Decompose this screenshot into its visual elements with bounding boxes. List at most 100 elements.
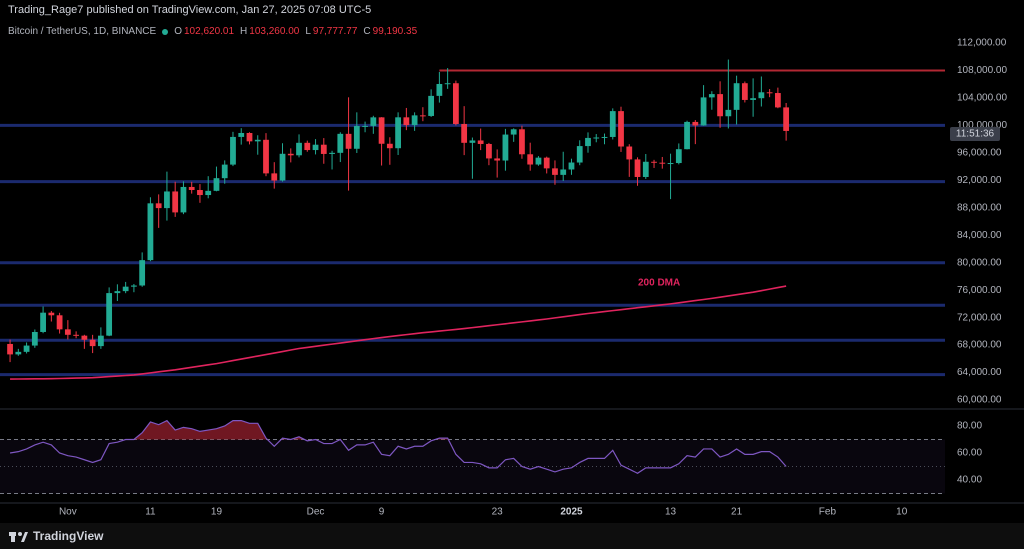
candle-body	[97, 335, 104, 347]
moving-average	[10, 285, 787, 380]
symbol-line: Bitcoin / TetherUS, 1D, BINANCE O 102,620…	[8, 26, 421, 37]
candle-body	[279, 153, 286, 181]
ohlc-value: 102,620.01	[183, 26, 235, 37]
candle-body	[585, 137, 591, 147]
candle-body	[122, 286, 129, 292]
y-tick-label: 88,000.00	[957, 202, 1002, 213]
candle-body	[386, 143, 393, 149]
candle-body	[31, 331, 38, 346]
brand: TradingView	[33, 529, 104, 543]
candle-body	[40, 312, 46, 332]
x-tick-label: Nov	[59, 507, 77, 518]
series-label: 200 DMA	[638, 278, 680, 289]
candle-body	[362, 125, 368, 127]
candle-body	[593, 137, 600, 139]
candle-body	[89, 339, 96, 347]
candle-body	[560, 169, 567, 175]
candle-body	[453, 83, 459, 125]
candle-body	[221, 164, 228, 179]
candle-body	[444, 83, 451, 85]
candle-body	[395, 117, 401, 149]
candle-body	[461, 124, 468, 143]
candle-body	[411, 115, 418, 126]
ohlc-legend: O 102,620.01 H 103,260.00 L 97,777.77 C 99,190.…	[174, 26, 421, 37]
candle-body	[164, 191, 170, 209]
candle-body	[717, 94, 723, 117]
candle-body	[618, 111, 624, 147]
y-tick-label: 72,000.00	[957, 312, 1002, 323]
y-tick-label: 96,000.00	[957, 147, 1002, 158]
candle-body	[510, 129, 517, 135]
candle-body	[304, 142, 311, 151]
candle-body	[230, 136, 236, 165]
candle-body	[568, 162, 575, 170]
candle-body	[147, 203, 154, 261]
candle-body	[684, 121, 690, 150]
y-tick-label: 80,000.00	[957, 257, 1002, 268]
candle-body	[56, 315, 63, 330]
candle-body	[287, 153, 294, 156]
candle-body	[651, 161, 657, 163]
y-tick-label: 84,000.00	[957, 230, 1002, 241]
candle-body	[73, 334, 80, 336]
candle-body	[213, 178, 220, 191]
candle-body	[81, 335, 88, 340]
candle-body	[502, 134, 509, 161]
rsi-tick-label: 60.00	[957, 448, 982, 459]
candle-body	[296, 142, 302, 156]
candle-body	[675, 149, 682, 164]
candle-body	[486, 143, 492, 159]
logo-mark	[18, 532, 22, 536]
candle-body	[345, 133, 352, 149]
candle-body	[7, 343, 13, 355]
candle-body	[659, 162, 666, 164]
candle-body	[601, 136, 608, 138]
candle-body	[114, 291, 121, 294]
ohlc-value: 99,190.35	[372, 26, 418, 37]
x-tick-label: 13	[665, 507, 677, 518]
candle-body	[700, 97, 707, 126]
logo-mark	[11, 536, 15, 542]
candle-body	[576, 146, 583, 163]
candle-body	[733, 83, 740, 110]
logo-mark	[21, 532, 28, 542]
x-tick-label: Dec	[307, 507, 325, 518]
candle-body	[172, 191, 179, 213]
symbol: Bitcoin / TetherUS, 1D, BINANCE	[8, 26, 157, 37]
candle-body	[370, 117, 377, 126]
candle-body	[766, 92, 773, 94]
candle-body	[642, 161, 649, 177]
status-dot	[162, 28, 169, 35]
candle-body	[552, 168, 558, 175]
candle-body	[758, 92, 765, 99]
candle-body	[543, 157, 550, 169]
y-tick-label: 76,000.00	[957, 285, 1002, 296]
candle-body	[436, 83, 443, 96]
candle-body	[139, 260, 146, 286]
candle-body	[15, 351, 22, 355]
ohlc-value: 97,777.77	[312, 26, 358, 37]
candle-body	[205, 190, 212, 196]
candle-body	[254, 139, 261, 142]
candle-body	[519, 129, 525, 155]
candle-body	[403, 117, 410, 126]
candle-body	[180, 186, 187, 213]
candle-body	[353, 125, 360, 149]
rsi-tick-label: 80.00	[957, 421, 982, 432]
ohlc-value: 103,260.00	[249, 26, 300, 37]
candle-body	[634, 159, 641, 177]
x-tick-label: 10	[896, 507, 908, 518]
logo-mark	[9, 532, 16, 536]
ohlc-key: C	[363, 26, 371, 37]
candle-body	[155, 203, 162, 209]
y-tick-label: 100,000.00	[957, 120, 1007, 131]
candle-body	[329, 152, 335, 154]
candle-body	[725, 109, 732, 117]
y-tick-label: 112,000.00	[957, 38, 1007, 49]
candle-body	[188, 186, 195, 191]
candle-body	[312, 144, 319, 151]
rsi-line	[9, 419, 787, 474]
